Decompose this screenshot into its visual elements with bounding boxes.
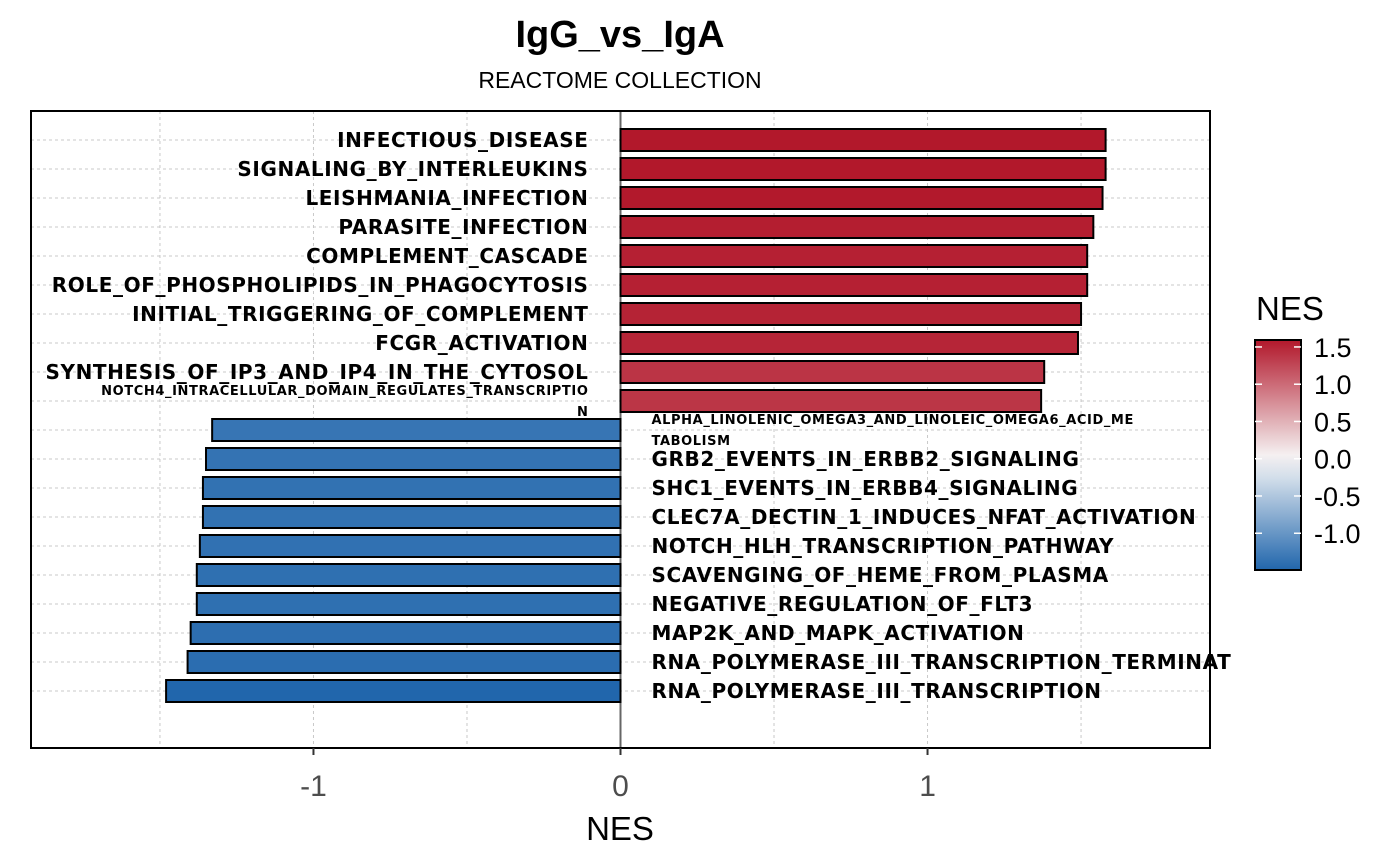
legend-tick-label: -1.0 <box>1314 519 1361 549</box>
category-label: SCAVENGING_OF_HEME_FROM_PLASMA <box>652 563 1109 587</box>
category-label: SIGNALING_BY_INTERLEUKINS <box>237 157 588 181</box>
bar <box>201 476 622 500</box>
bar <box>205 447 622 471</box>
legend-tick-label: 0.5 <box>1314 407 1352 437</box>
bar <box>619 331 1079 355</box>
bar <box>211 418 622 442</box>
chart-subtitle: REACTOME COLLECTION <box>478 67 761 93</box>
legend-tick-label: -0.5 <box>1314 482 1361 512</box>
category-label: INITIAL_TRIGGERING_OF_COMPLEMENT <box>132 302 588 326</box>
bar <box>619 128 1107 152</box>
bar <box>201 505 622 529</box>
category-label: PARASITE_INFECTION <box>338 215 588 239</box>
category-label: SHC1_EVENTS_IN_ERBB4_SIGNALING <box>652 476 1079 500</box>
bar <box>619 215 1095 239</box>
category-label: INFECTIOUS_DISEASE <box>337 128 588 152</box>
legend-colorbar <box>1254 339 1302 571</box>
color-legend: NES 1.5 1.0 0.5 0.0 -0.5 -1.0 <box>1254 290 1361 571</box>
bar <box>195 592 622 616</box>
category-label: RNA_POLYMERASE_III_TRANSCRIPTION_TERMINA… <box>652 650 1232 674</box>
x-axis-title: NES <box>586 810 654 847</box>
category-label: NOTCH4_INTRACELLULAR_DOMAIN_REGULATES_TR… <box>101 384 588 420</box>
category-label: LEISHMANIA_INFECTION <box>305 186 588 210</box>
x-tick-label: -1 <box>300 770 327 803</box>
bar <box>198 534 622 558</box>
category-label: ALPHA_LINOLENIC_OMEGA3_AND_LINOLEIC_OMEG… <box>652 413 1134 449</box>
category-label: ROLE_OF_PHOSPHOLIPIDS_IN_PHAGOCYTOSIS <box>52 273 589 297</box>
chart-title: IgG_vs_IgA <box>515 14 724 56</box>
legend-ticks: 1.5 1.0 0.5 0.0 -0.5 -1.0 <box>1255 333 1361 549</box>
category-label: GRB2_EVENTS_IN_ERBB2_SIGNALING <box>652 447 1080 471</box>
category-label: RNA_POLYMERASE_III_TRANSCRIPTION <box>652 679 1102 703</box>
x-axis-ticks: -1 0 1 <box>300 748 936 803</box>
bar <box>619 302 1083 326</box>
legend-tick-label: 1.5 <box>1314 333 1352 363</box>
bar <box>165 679 622 703</box>
category-label: FCGR_ACTIVATION <box>375 331 588 355</box>
category-label: SYNTHESIS_OF_IP3_AND_IP4_IN_THE_CYTOSOL <box>45 360 588 384</box>
x-tick-label: 0 <box>612 770 629 803</box>
bar <box>195 563 622 587</box>
category-label: COMPLEMENT_CASCADE <box>306 244 588 268</box>
bar <box>619 157 1107 181</box>
x-tick-label: 1 <box>919 770 936 803</box>
category-label: NEGATIVE_REGULATION_OF_FLT3 <box>652 592 1034 616</box>
bar <box>619 244 1089 268</box>
legend-tick-label: 0.0 <box>1314 445 1352 475</box>
bar <box>186 650 622 674</box>
category-label: CLEC7A_DECTIN_1_INDUCES_NFAT_ACTIVATION <box>652 505 1197 529</box>
bar <box>619 186 1104 210</box>
legend-tick-label: 1.0 <box>1314 370 1352 400</box>
bar <box>619 389 1043 413</box>
legend-title: NES <box>1256 290 1324 327</box>
bar <box>619 360 1046 384</box>
category-label: NOTCH_HLH_TRANSCRIPTION_PATHWAY <box>652 534 1115 558</box>
bars <box>165 128 1107 703</box>
category-label: MAP2K_AND_MAPK_ACTIVATION <box>652 621 1025 645</box>
category-labels: INFECTIOUS_DISEASE SIGNALING_BY_INTERLEUK… <box>45 128 1232 703</box>
bar <box>619 273 1089 297</box>
bar <box>189 621 622 645</box>
